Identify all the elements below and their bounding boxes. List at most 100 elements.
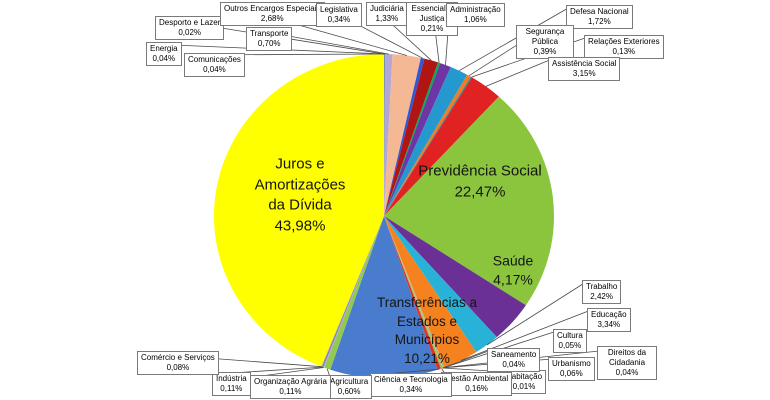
callout-value: 3,15% bbox=[572, 69, 596, 78]
callout-value: 0,04% bbox=[615, 368, 639, 377]
callout-value: 0,16% bbox=[465, 384, 488, 393]
callout-agricultura: Agricultura 0,60% bbox=[326, 375, 373, 399]
callout-outros-encargos-especiais: Outros Encargos Especiais 2,68% bbox=[220, 2, 325, 26]
callout-label: Desporto e Lazer bbox=[159, 18, 221, 27]
callout-label: Defesa Nacional bbox=[570, 7, 629, 16]
callout-value: 3,34% bbox=[597, 320, 621, 329]
pie-slices-group bbox=[213, 53, 555, 379]
callout-relacoes-exteriores: Relações Exteriores 0,13% bbox=[584, 35, 664, 59]
callout-comunicacoes: Comunicações 0,04% bbox=[184, 53, 245, 77]
callout-organizacao-agraria: Organização Agrária 0,11% bbox=[250, 375, 331, 399]
callout-urbanismo: Urbanismo 0,06% bbox=[548, 357, 595, 381]
callout-label: Direitos da Cidadania bbox=[607, 348, 647, 367]
leader-line-saneamento bbox=[442, 349, 492, 369]
callout-label: Legislativa bbox=[320, 5, 358, 14]
pie-slice-industria bbox=[322, 216, 384, 368]
pie-slice-saneamento bbox=[384, 216, 443, 369]
callout-label: Gestão Ambiental bbox=[445, 374, 509, 383]
callout-label: Comércio e Serviços bbox=[141, 353, 215, 362]
slice-label-previdencia-social: Previdência Social 22,47% bbox=[418, 162, 542, 200]
callout-transporte: Transporte 0,70% bbox=[246, 27, 293, 51]
callout-value: 0,08% bbox=[166, 363, 190, 372]
callout-label: Essencial à Justiça bbox=[411, 4, 453, 23]
callout-energia: Energia 0,04% bbox=[146, 42, 182, 66]
pie-slice-cultura bbox=[384, 216, 445, 368]
callout-label: Assistência Social bbox=[552, 59, 617, 68]
pie-slice-gestao-ambiental bbox=[384, 216, 443, 369]
pie-slice-outros-encargos-especiais bbox=[384, 54, 421, 217]
callout-value: 0,05% bbox=[558, 341, 582, 350]
callout-value: 1,33% bbox=[375, 14, 399, 23]
callout-label: Habitação bbox=[506, 372, 543, 381]
pie-slice-comercio-e-servicos bbox=[321, 216, 384, 367]
callout-comercio-e-servicos: Comércio e Serviços 0,08% bbox=[137, 351, 219, 375]
callout-value: 0,21% bbox=[420, 24, 444, 33]
callout-trabalho: Trabalho 2,42% bbox=[582, 280, 622, 304]
callout-legislativa: Legislativa 0,34% bbox=[316, 3, 362, 27]
callout-value: 0,02% bbox=[178, 28, 202, 37]
pie-slice-organizacao-agraria bbox=[323, 216, 384, 368]
pie-slice-essencial-a-justica bbox=[384, 62, 441, 216]
leader-line-educacao bbox=[460, 309, 592, 361]
callout-value: 0,01% bbox=[512, 382, 536, 391]
callout-label: Judiciária bbox=[370, 4, 404, 13]
callout-label: Administração bbox=[450, 5, 501, 14]
pie-slice-comunicacoes bbox=[384, 53, 386, 216]
callout-label: Educação bbox=[591, 310, 627, 319]
pie-slice-administracao bbox=[384, 63, 451, 216]
pie-slice-direitos-da-cidadania bbox=[384, 216, 444, 368]
callout-value: 0,60% bbox=[337, 387, 361, 396]
pie-slice-seguranca-publica bbox=[384, 74, 471, 216]
pie-slice-ciencia-e-tecnologia bbox=[384, 216, 441, 370]
slice-label-transferencias-a-estados-e-municipios: Transferências a Estados e Municípios 10… bbox=[376, 294, 478, 366]
callout-value: 0,04% bbox=[203, 65, 226, 74]
callout-label: Trabalho bbox=[586, 282, 618, 291]
callout-label: Segurança Pública bbox=[525, 27, 565, 46]
leader-line-trabalho bbox=[486, 281, 587, 346]
pie-slice-transporte bbox=[384, 54, 393, 216]
callout-label: Cultura bbox=[557, 331, 583, 340]
callout-label: Agricultura bbox=[330, 377, 369, 386]
callout-cultura: Cultura 0,05% bbox=[553, 329, 587, 353]
callout-label: Urbanismo bbox=[552, 359, 591, 368]
callout-administracao: Administração 1,06% bbox=[446, 3, 505, 27]
callout-label: Organização Agrária bbox=[254, 377, 327, 386]
pie-slice-juros-e-amortizacoes-da-divida bbox=[213, 53, 384, 367]
callout-seguranca-publica: Segurança Pública 0,39% bbox=[516, 25, 574, 59]
pie-slice-agricultura bbox=[324, 216, 384, 370]
pie-slice-trabalho bbox=[384, 216, 497, 353]
pie-slice-energia bbox=[384, 53, 385, 216]
callout-direitos-da-cidadania: Direitos da Cidadania 0,04% bbox=[597, 346, 657, 380]
callout-assistencia-social: Assistência Social 3,15% bbox=[548, 57, 621, 81]
callout-value: 0,11% bbox=[220, 384, 243, 393]
callout-gestao-ambiental: Gestão Ambiental 0,16% bbox=[441, 372, 513, 396]
callout-value: 0,13% bbox=[612, 47, 636, 56]
callout-label: Indústria bbox=[216, 374, 247, 383]
callout-value: 0,06% bbox=[560, 369, 583, 378]
callout-educacao: Educação 3,34% bbox=[587, 308, 631, 332]
slice-label-juros-e-amortizacoes-da-divida: Juros e Amortizações da Dívida 43,98% bbox=[254, 155, 346, 235]
leader-line-defesa-nacional bbox=[458, 6, 571, 72]
callout-value: 0,39% bbox=[533, 47, 557, 56]
callout-label: Energia bbox=[150, 44, 178, 53]
callout-value: 1,06% bbox=[464, 15, 487, 24]
pie-slice-habitacao bbox=[384, 216, 443, 368]
pie-slice-relacoes-exteriores bbox=[384, 76, 472, 216]
pie-slice-educacao bbox=[384, 216, 477, 368]
callout-label: Outros Encargos Especiais bbox=[224, 4, 321, 13]
slice-label-saude: Saúde 4,17% bbox=[492, 252, 534, 288]
pie-slice-defesa-nacional bbox=[384, 67, 468, 216]
callout-value: 0,34% bbox=[327, 15, 351, 24]
callout-value: 2,68% bbox=[260, 14, 284, 23]
callout-value: 0,04% bbox=[152, 54, 176, 63]
callout-ciencia-e-tecnologia: Ciência e Tecnologia 0,34% bbox=[370, 373, 452, 397]
callout-label: Transporte bbox=[250, 29, 289, 38]
callout-value: 0,11% bbox=[279, 387, 302, 396]
callout-saneamento: Saneamento 0,04% bbox=[487, 348, 541, 372]
pie-slice-legislativa bbox=[384, 57, 425, 216]
callout-value: 0,04% bbox=[502, 360, 526, 369]
callout-desporto-e-lazer: Desporto e Lazer 0,02% bbox=[155, 16, 225, 40]
callout-label: Ciência e Tecnologia bbox=[374, 375, 448, 384]
